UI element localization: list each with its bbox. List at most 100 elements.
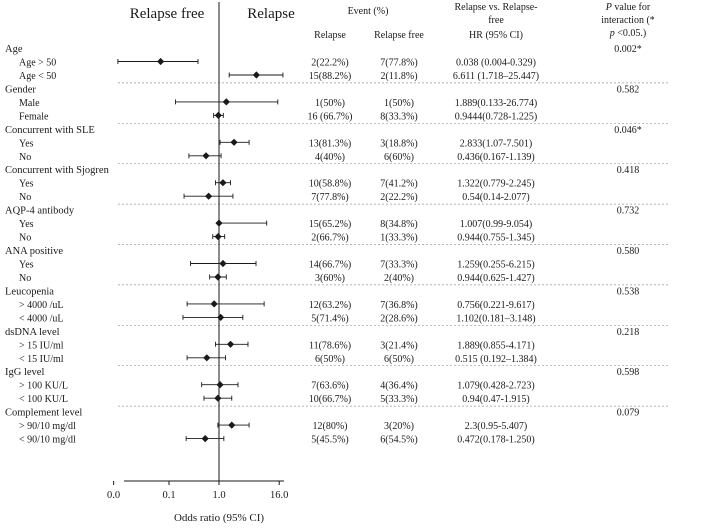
relapse-count: 16 (66.7%): [308, 111, 353, 122]
relapse-free-count: 1(33.3%): [380, 233, 418, 244]
group-p-value: 0.732: [617, 206, 640, 217]
row-label: Age > 50: [19, 58, 56, 69]
relapse-count: 1(50%): [315, 98, 345, 109]
relapse-free-count: 2(11.8%): [380, 71, 417, 82]
x-tick-label: 0.1: [162, 490, 175, 501]
group-p-value: 0.582: [617, 84, 640, 95]
relapse-count: 7(63.6%): [311, 381, 349, 392]
row-label: > 4000 /uL: [19, 300, 64, 311]
relapse-count: 3(60%): [315, 273, 345, 284]
relapse-free-count: 6(50%): [384, 354, 414, 365]
point-estimate-marker: [203, 354, 211, 362]
relapse-count: 5(71.4%): [311, 313, 349, 324]
relapse-count: 15(65.2%): [309, 219, 352, 230]
row-label: > 100 KU/L: [19, 381, 68, 392]
point-estimate-marker: [230, 138, 238, 146]
row-label: Yes: [19, 179, 34, 190]
row-label: < 15 IU/ml: [19, 354, 64, 365]
point-estimate-marker: [216, 381, 224, 389]
row-label: No: [19, 273, 31, 284]
p-header-line1: P value for: [605, 2, 651, 13]
group-label: Age: [5, 44, 23, 55]
point-estimate-marker: [226, 340, 235, 348]
relapse-free-count: 3(18.8%): [380, 138, 418, 149]
group-p-value: 0.079: [617, 408, 640, 419]
relapse-free-count: 1(50%): [384, 98, 414, 109]
relapse-count: 15(88.2%): [309, 71, 352, 82]
relapse-free-count: 8(33.3%): [380, 111, 418, 122]
point-estimate-marker: [202, 152, 210, 160]
relapse-free-count: 8(34.8%): [380, 219, 418, 230]
relapse-count: 6(50%): [315, 354, 345, 365]
hr-value: 0.756(0.221-9.617): [457, 300, 535, 311]
relapse-count: 12(63.2%): [309, 300, 352, 311]
relapse-free-count: 6(60%): [384, 152, 414, 163]
hr-value: 6.611 (1.718–25.447): [453, 71, 539, 82]
relapse-free-count: 5(33.3%): [380, 394, 418, 405]
group-p-value: 0.580: [617, 246, 640, 257]
row-label: Female: [19, 111, 49, 122]
group-label: Concurrent with SLE: [5, 125, 95, 136]
group-p-value: 0.538: [617, 286, 640, 297]
row-label: > 90/10 mg/dl: [19, 421, 76, 432]
group-label: AQP-4 antibody: [5, 206, 75, 217]
relapse-free-count: 4(36.4%): [380, 381, 418, 392]
group-label: ANA positive: [5, 246, 63, 257]
relapse-count: 4(40%): [315, 152, 345, 163]
relapse-free-count: 3(20%): [384, 421, 414, 432]
row-label: Age < 50: [19, 71, 56, 82]
relapse-free-count: 7(33.3%): [380, 260, 418, 271]
hr-value: 1.889(0.855-4.171): [457, 340, 535, 351]
hr-value: 2.3(0.95-5.407): [465, 421, 528, 432]
relapse-count: 13(81.3%): [309, 138, 352, 149]
hr-header-line3: HR (95% CI): [469, 30, 523, 41]
point-estimate-marker: [228, 421, 236, 429]
right-direction-label: Relapse: [247, 6, 295, 22]
hr-value: 0.472(0.178-1.250): [457, 435, 535, 446]
row-label: < 100 KU/L: [19, 394, 68, 405]
relapse-free-count: 3(21.4%): [380, 340, 418, 351]
point-estimate-marker: [219, 179, 227, 187]
relapse-free-count: 7(77.8%): [380, 58, 418, 69]
relapse-count: 14(66.7%): [309, 260, 352, 271]
point-estimate-marker: [205, 192, 213, 200]
relapse-free-count: 7(36.8%): [380, 300, 418, 311]
p-header-line2: interaction (*: [601, 15, 655, 26]
hr-value: 0.944(0.755-1.345): [457, 233, 535, 244]
relapse-free-count: 2(28.6%): [380, 313, 418, 324]
point-estimate-marker: [219, 259, 227, 268]
hr-value: 1.889(0.133-26.774): [455, 98, 538, 109]
relapse-free-count: 7(41.2%): [380, 179, 418, 190]
group-label: Leucopenia: [5, 286, 54, 297]
relapse-free-header: Relapse free: [374, 30, 424, 41]
hr-header-line2: free: [488, 15, 504, 26]
x-axis-label: Odds ratio (95% CI): [174, 512, 264, 524]
point-estimate-marker: [217, 313, 225, 321]
hr-value: 0.94(0.47-1.915): [462, 394, 530, 405]
point-estimate-marker: [210, 300, 218, 308]
hr-value: 2.833(1.07-7.501): [460, 138, 533, 149]
hr-value: 0.54(0.14-2.077): [462, 192, 530, 203]
point-estimate-marker: [214, 273, 222, 281]
hr-value: 0.038 (0.004-0.329): [456, 58, 536, 69]
group-p-value: 0.046*: [614, 125, 642, 136]
event-header: Event (%): [348, 6, 389, 17]
left-direction-label: Relapse free: [130, 6, 205, 22]
row-label: No: [19, 192, 31, 203]
relapse-count: 2(22.2%): [311, 58, 349, 69]
point-estimate-marker: [252, 71, 261, 79]
row-label: No: [19, 233, 31, 244]
hr-value: 1.259(0.255-6.215): [457, 260, 535, 271]
group-label: Complement level: [5, 408, 82, 419]
x-tick-label: 0.0: [107, 490, 120, 501]
row-label: Yes: [19, 138, 34, 149]
hr-value: 1.007(0.99-9.054): [460, 219, 533, 230]
row-label: < 90/10 mg/dl: [19, 435, 76, 446]
point-estimate-marker: [214, 394, 222, 402]
hr-value: 1.102(0.181–3.148): [456, 313, 535, 324]
relapse-header: Relapse: [314, 30, 346, 41]
group-p-value: 0.598: [617, 367, 640, 378]
group-label: dsDNA level: [5, 327, 60, 338]
relapse-count: 7(77.8%): [311, 192, 349, 203]
